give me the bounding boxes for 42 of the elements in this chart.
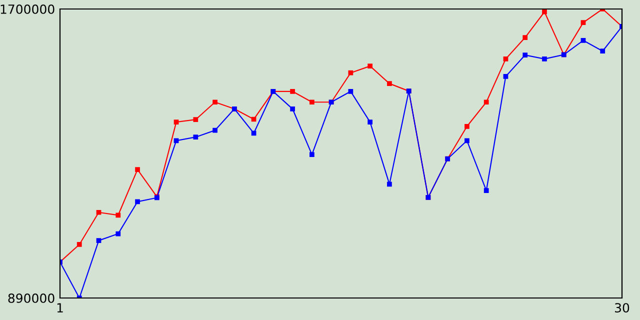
point [522, 52, 528, 58]
point [193, 117, 198, 122]
x-tick-label: 30 [615, 303, 630, 313]
point [503, 74, 508, 79]
point [212, 100, 218, 105]
point [348, 88, 354, 94]
point [135, 199, 140, 204]
point [212, 128, 218, 133]
point [580, 20, 586, 25]
point [348, 70, 354, 76]
point [542, 56, 547, 62]
point [580, 38, 586, 43]
point [522, 35, 528, 40]
point [464, 138, 470, 144]
point [387, 182, 392, 187]
point [503, 56, 508, 62]
point [464, 124, 470, 129]
point [174, 120, 179, 125]
point [290, 88, 295, 94]
point [310, 152, 314, 157]
point [368, 120, 372, 125]
point [310, 100, 314, 105]
point [116, 212, 121, 218]
point [600, 48, 606, 54]
point [96, 238, 102, 243]
y-tick-label: 1700000 [0, 4, 54, 14]
point [542, 9, 547, 14]
point [174, 138, 179, 144]
point [484, 188, 489, 194]
point [251, 116, 256, 122]
x-tick-label: 1 [57, 303, 63, 312]
point [193, 134, 198, 140]
point [96, 210, 102, 215]
point [251, 130, 256, 136]
point [484, 100, 489, 105]
point [135, 167, 140, 172]
point [116, 231, 121, 236]
point [387, 81, 392, 86]
point [368, 64, 372, 69]
y-tick-label: 890000 [8, 293, 54, 303]
point [290, 106, 295, 112]
point [76, 242, 82, 247]
